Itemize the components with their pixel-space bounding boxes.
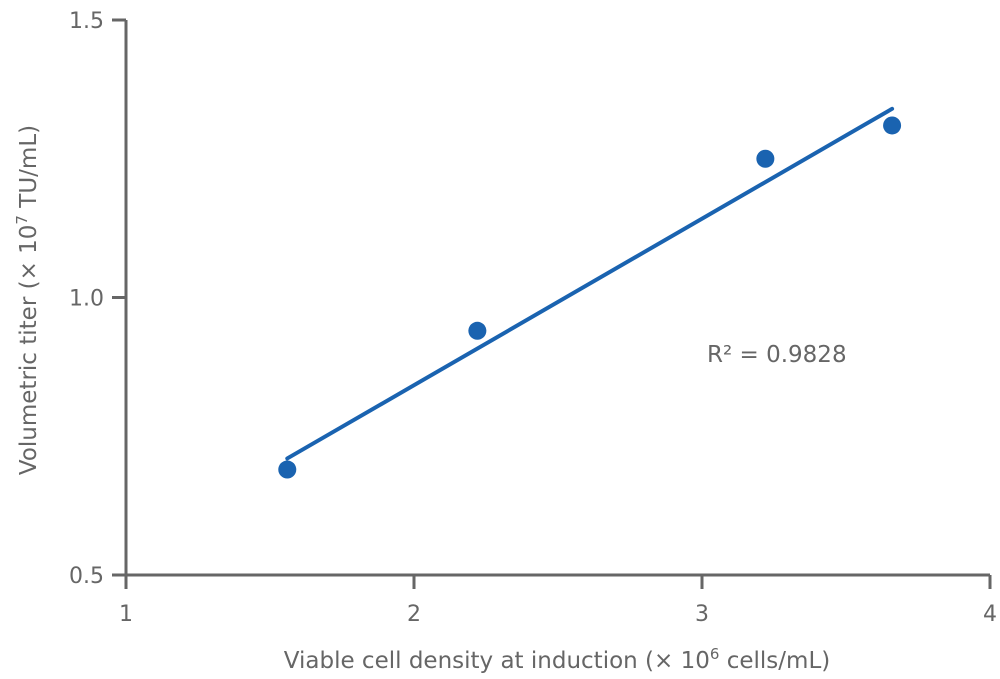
data-point: [756, 149, 775, 168]
trendline-path: [285, 106, 895, 461]
x-axis-title: Viable cell density at induction (× 106 …: [284, 645, 830, 674]
x-tick-label: 3: [695, 602, 709, 627]
y-tick-label: 1.0: [69, 287, 104, 312]
y-tick-label: 0.5: [69, 564, 104, 589]
data-point: [278, 460, 297, 479]
axes: 0.5 1.0 1.5 1 2 3 4: [69, 9, 997, 627]
y-axis-title: Volumetric titer (× 107 TU/mL): [13, 125, 42, 475]
x-tick-label: 1: [119, 602, 133, 627]
data-point: [883, 116, 902, 135]
x-tick-label: 4: [983, 602, 997, 627]
data-points: [278, 116, 902, 479]
y-tick-label: 1.5: [69, 9, 104, 34]
r-squared-annotation: R² = 0.9828: [707, 342, 847, 368]
x-tick-label: 2: [407, 602, 421, 627]
trendline: [285, 106, 895, 461]
data-point: [468, 321, 487, 340]
